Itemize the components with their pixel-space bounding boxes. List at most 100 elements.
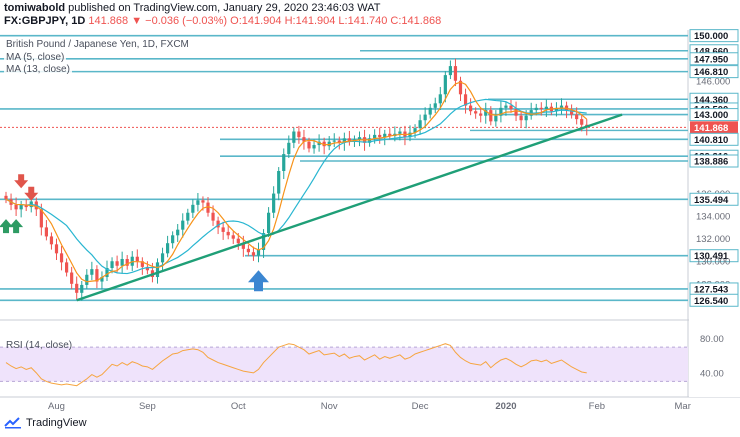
candle-body [54, 244, 59, 254]
candle-body [413, 128, 417, 133]
candle-body [484, 110, 488, 116]
candle-body [383, 133, 387, 138]
candle-body [80, 284, 84, 293]
candle-body [504, 105, 508, 108]
candle-body [95, 269, 99, 282]
candle-body [463, 94, 468, 106]
ma5-legend[interactable]: MA (5, close) [4, 51, 67, 64]
candle-body [211, 212, 215, 221]
candle-body [494, 115, 498, 122]
level-tag [689, 249, 739, 263]
ma13-line [5, 98, 587, 275]
level-label: 138.886 [694, 157, 728, 168]
candle-body [474, 111, 478, 114]
candle-body [241, 243, 245, 249]
arrow-up-icon [9, 219, 24, 234]
candle-body [85, 274, 89, 285]
candle-body [443, 75, 447, 95]
candle-body [388, 133, 392, 137]
candle-body [469, 105, 473, 112]
candle-body [19, 204, 23, 210]
candle-body [302, 137, 306, 142]
candle-body [559, 105, 564, 108]
publish-bar: tomiwabold published on TradingView.com,… [4, 2, 380, 14]
candle-body [59, 253, 64, 263]
level-label: 146.810 [694, 67, 728, 78]
level-tag [689, 192, 739, 206]
month-label: Mar [675, 401, 691, 412]
ohlc-bar: FX:GBPJPY, 1D 141.868 ▼ −0.036 (−0.03%) … [4, 15, 441, 27]
candle-body [181, 220, 185, 230]
month-label: Feb [589, 401, 605, 412]
candle-body [176, 229, 180, 236]
level-tag [689, 65, 739, 79]
level-tag [689, 52, 739, 66]
candle-body [75, 283, 79, 293]
candle-body [191, 204, 195, 213]
candle-body [236, 238, 240, 244]
change-value: ▼ −0.036 (−0.03%) [131, 15, 228, 27]
candle-body [458, 80, 463, 95]
level-tag [689, 293, 739, 307]
candle-body [544, 106, 548, 109]
candle-body [524, 115, 528, 121]
close-value: C:141.868 [390, 15, 442, 27]
high-value: H:141.904 [284, 15, 336, 27]
candle-body [65, 262, 69, 273]
level-label: 148.660 [694, 46, 728, 57]
candle-body [292, 131, 296, 143]
level-tag [689, 29, 739, 43]
candle-body [342, 138, 346, 143]
month-label: Nov [321, 401, 338, 412]
month-label: Dec [412, 401, 429, 412]
candle-body [519, 115, 523, 121]
candle-body [398, 131, 402, 134]
candle-body [105, 268, 109, 278]
candle-body [332, 140, 336, 142]
candle-body [539, 107, 543, 109]
candle-body [357, 137, 362, 140]
ma13-legend[interactable]: MA (13, close) [4, 63, 72, 76]
rsi-tick-label: 40.00 [700, 368, 724, 379]
candle-body [206, 202, 210, 213]
rsi-legend[interactable]: RSI (14, close) [6, 340, 73, 351]
candle-body [418, 120, 422, 129]
ma5-line [5, 81, 588, 283]
price-tick-label: 130.000 [696, 257, 730, 268]
candle-body [14, 204, 18, 210]
brand-name: TradingView [26, 417, 87, 429]
candle-body [166, 243, 170, 254]
arrow-up-icon [0, 219, 13, 234]
candle-body [70, 272, 74, 284]
candle-body [438, 94, 442, 104]
candle-body [90, 269, 94, 275]
candle-body [337, 140, 341, 143]
price-tick-label: 132.000 [696, 234, 730, 245]
footer: TradingView [4, 417, 87, 429]
last-price-tag [690, 121, 738, 134]
candle-body [110, 261, 114, 269]
candle-body [327, 141, 331, 147]
candle-body [423, 114, 427, 121]
plot-background [0, 30, 688, 312]
candle-body [428, 107, 432, 115]
candle-body [282, 154, 286, 171]
candle-body [221, 227, 225, 232]
author-name[interactable]: tomiwabold [4, 2, 66, 14]
candle-body [196, 200, 200, 205]
candle-body [261, 233, 266, 250]
candle-body [453, 66, 458, 81]
trend-line[interactable] [76, 113, 623, 302]
level-tag [689, 154, 739, 168]
candle-body [514, 108, 518, 116]
candle-body [297, 131, 301, 138]
level-tag [689, 108, 739, 122]
candle-body [226, 231, 230, 236]
candle-body [216, 220, 220, 228]
candle-body [489, 110, 493, 122]
candle-body [267, 212, 271, 234]
candle-body [4, 195, 8, 200]
symbol-label: FX:GBPJPY, 1D [4, 15, 86, 27]
